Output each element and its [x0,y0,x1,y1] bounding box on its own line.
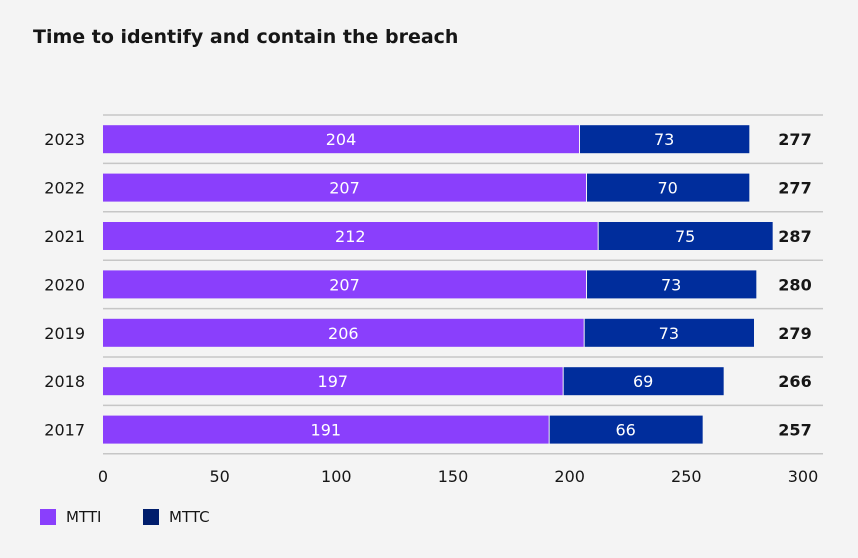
legend-swatch-mtti [40,509,56,525]
bar-mtti [103,415,549,444]
total-label: 277 [778,179,811,198]
bar-mttc [549,415,703,444]
bar-mtti [103,173,586,202]
legend-label-mtti: MTTI [66,508,102,526]
data-label-mttc: 66 [615,421,635,440]
data-label-mtti: 206 [328,324,359,343]
total-label: 257 [778,421,811,440]
data-label-mtti: 212 [335,227,366,246]
category-label: 2022 [44,179,85,198]
data-label-mtti: 204 [326,130,357,149]
legend-swatch-mttc [143,509,159,525]
bar-mtti [103,318,584,347]
bar-mttc [598,222,773,250]
x-tick-label: 300 [788,467,819,486]
data-label-mtti: 207 [329,275,360,294]
bar-mtti [103,367,563,396]
category-label: 2019 [44,324,85,343]
data-label-mttc: 73 [661,275,681,294]
total-label: 287 [778,227,811,246]
category-label: 2017 [44,421,85,440]
total-label: 280 [778,275,811,294]
total-label: 279 [778,324,811,343]
bar-mttc [563,367,724,396]
data-label-mttc: 69 [633,372,653,391]
data-label-mtti: 207 [329,179,360,198]
total-label: 277 [778,130,811,149]
data-label-mttc: 73 [659,324,679,343]
data-label-mttc: 73 [654,130,674,149]
x-tick-label: 0 [98,467,108,486]
x-tick-label: 200 [554,467,585,486]
bar-mttc [587,173,750,202]
data-label-mttc: 70 [657,179,677,198]
category-label: 2021 [44,227,85,246]
bar-mttc [584,318,754,347]
data-label-mtti: 191 [311,421,342,440]
legend-item-mttc: MTTC [143,508,210,526]
total-label: 266 [778,372,811,391]
bar-mtti [103,222,598,250]
category-label: 2020 [44,275,85,294]
category-label: 2018 [44,372,85,391]
x-tick-label: 250 [671,467,702,486]
bar-mtti [103,125,579,154]
x-tick-label: 100 [321,467,352,486]
data-label-mttc: 75 [675,227,695,246]
bar-mttc [580,125,750,154]
legend-label-mttc: MTTC [169,508,210,526]
x-tick-label: 150 [438,467,469,486]
legend-item-mtti: MTTI [40,508,101,526]
x-tick-label: 50 [209,467,229,486]
bar-mtti [103,270,586,299]
category-label: 2023 [44,130,85,149]
data-label-mtti: 197 [318,372,349,391]
bar-mttc [587,270,757,299]
chart-title: Time to identify and contain the breach [33,26,459,48]
